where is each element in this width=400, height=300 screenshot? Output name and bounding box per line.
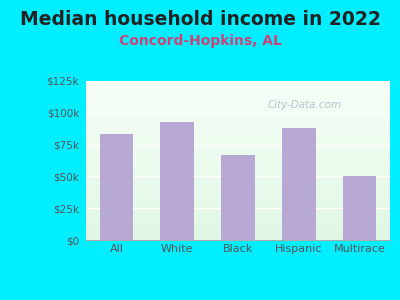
- Text: Concord-Hopkins, AL: Concord-Hopkins, AL: [118, 34, 282, 47]
- Bar: [100, 134, 133, 240]
- Text: Median household income in 2022: Median household income in 2022: [20, 10, 380, 29]
- Text: City-Data.com: City-Data.com: [268, 100, 342, 110]
- Bar: [343, 176, 376, 240]
- Bar: [282, 128, 316, 240]
- Bar: [160, 122, 194, 240]
- Bar: [221, 155, 255, 240]
